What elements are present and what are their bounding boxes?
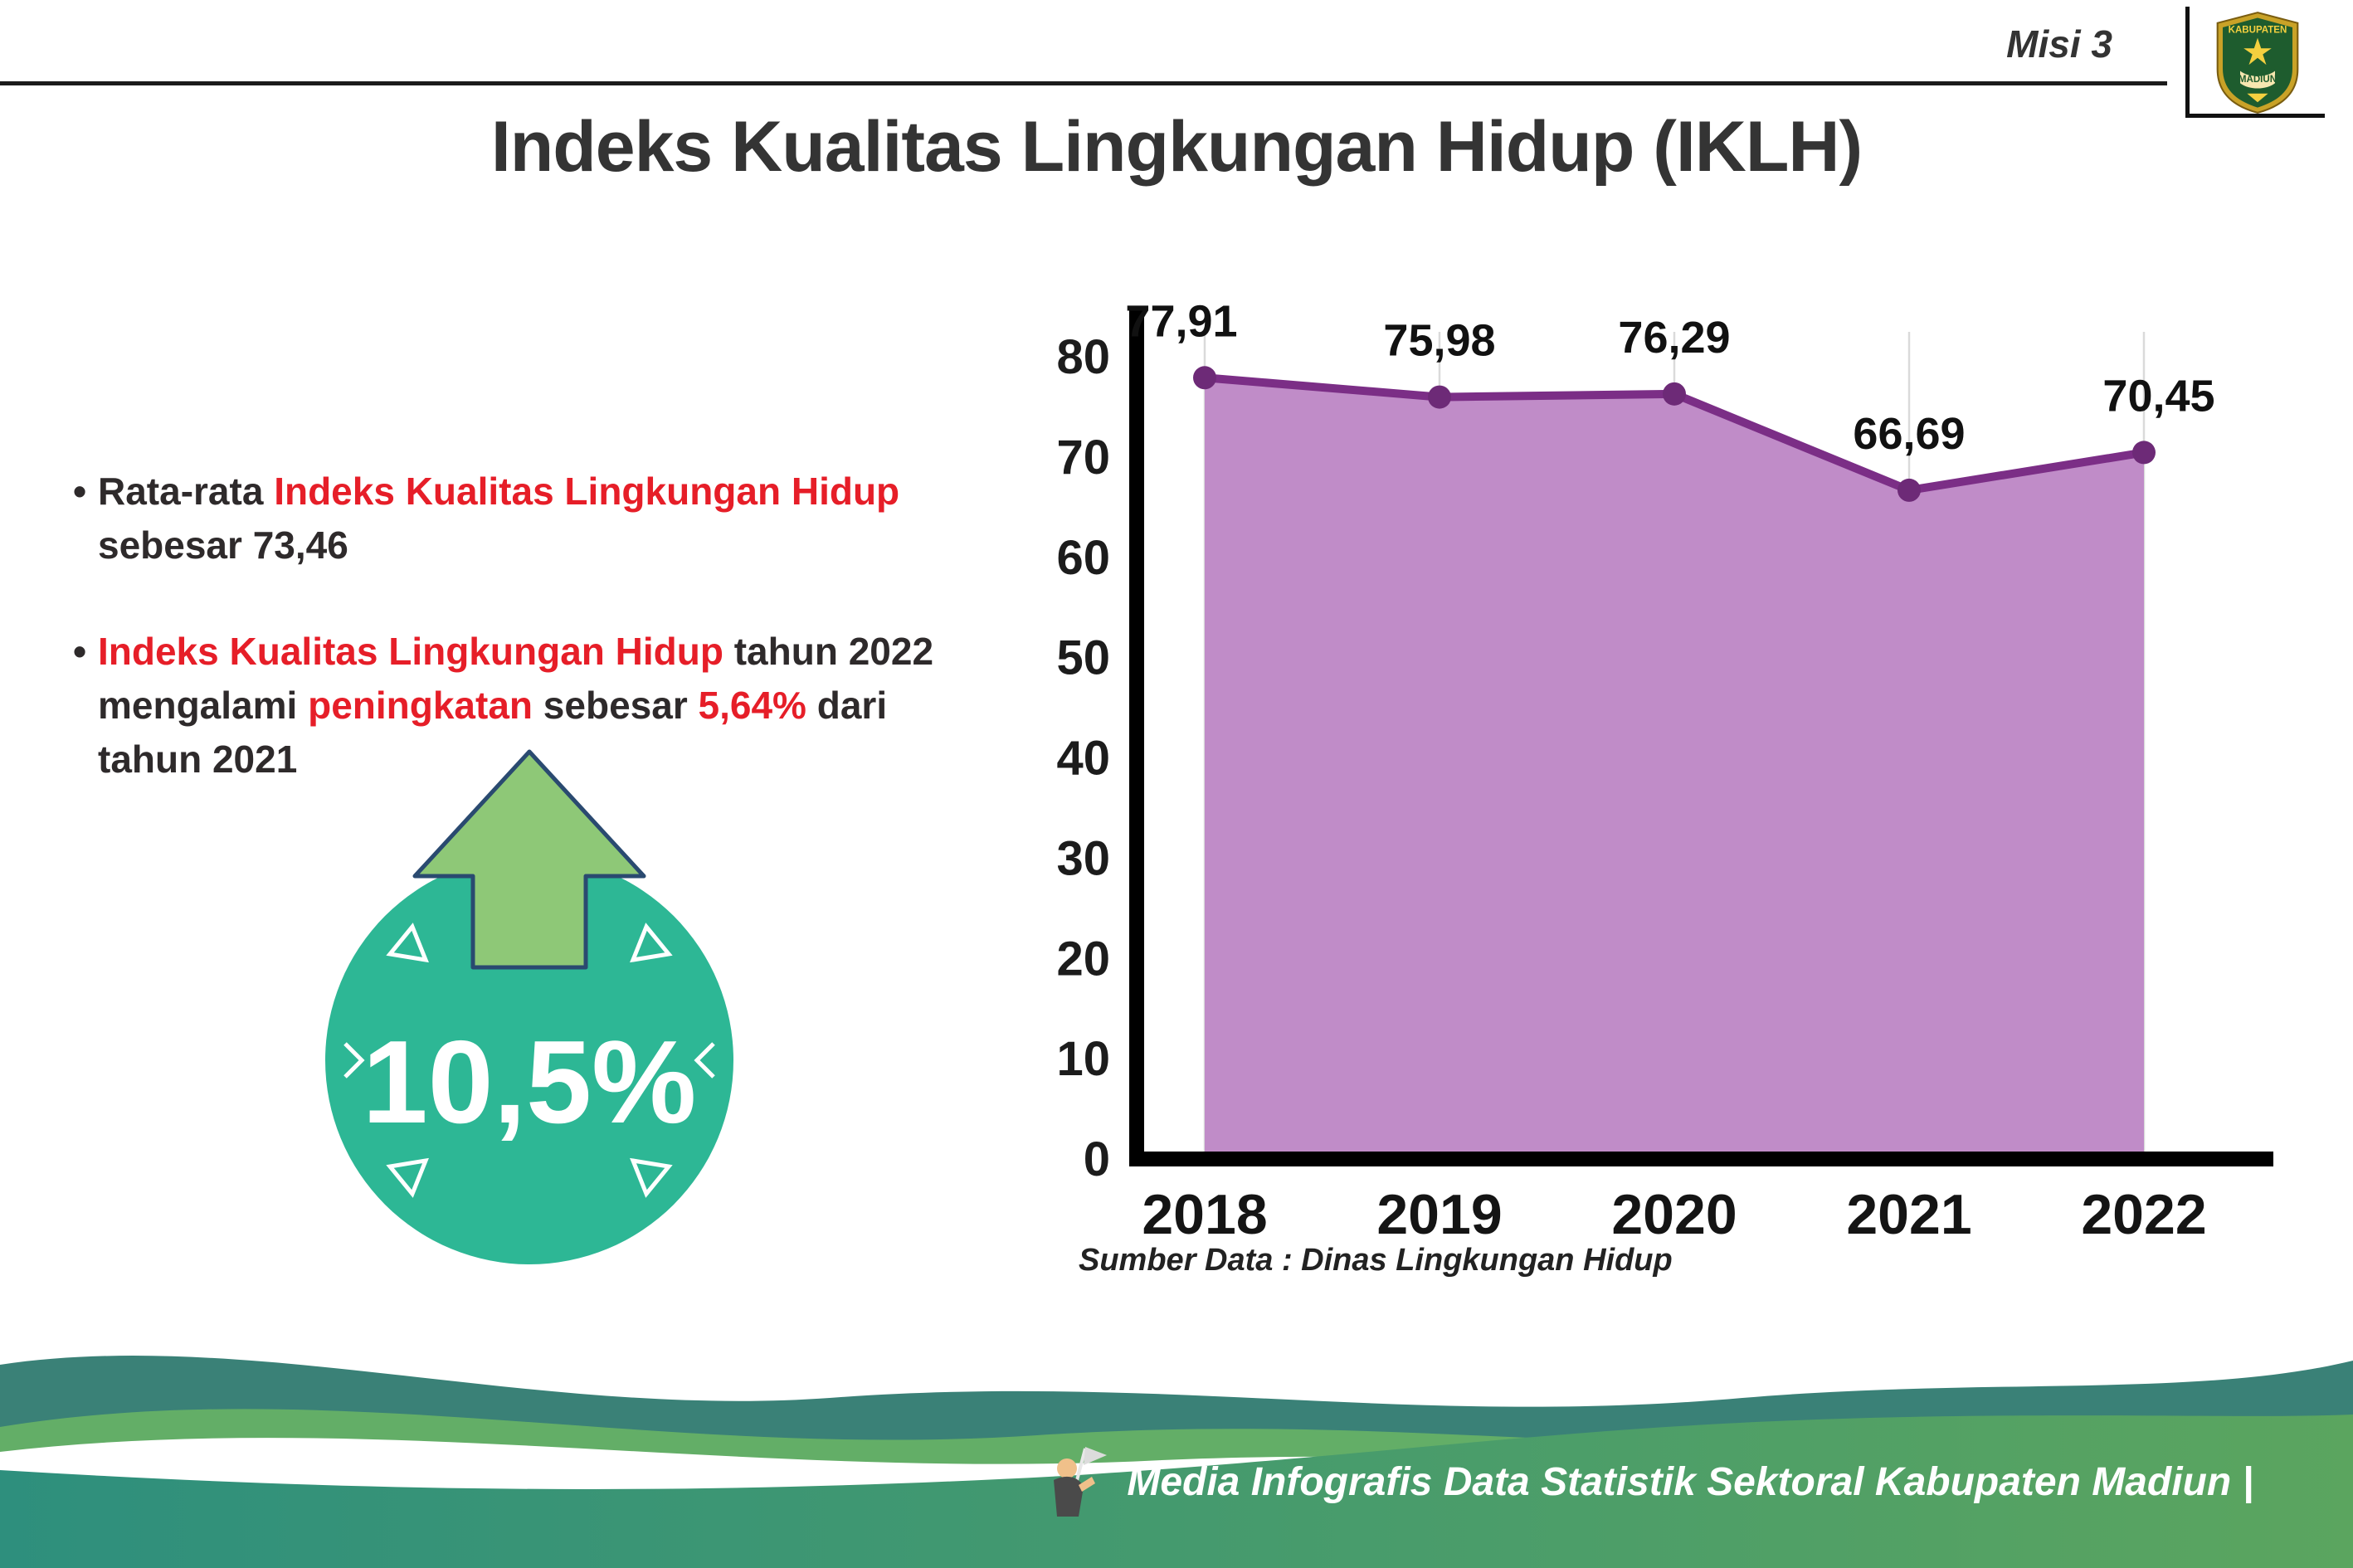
bullet-text-segment: 5,64% xyxy=(698,683,806,727)
y-tick-label: 30 xyxy=(1056,831,1110,885)
x-tick-label: 2022 xyxy=(2081,1183,2206,1246)
increase-badge: 10,5% xyxy=(325,749,733,1264)
point-value-label: 75,98 xyxy=(1383,316,1495,366)
badge-tick-e xyxy=(694,1042,715,1079)
x-tick-label: 2020 xyxy=(1611,1183,1737,1246)
bullet-item: Rata-rata Indeks Kualitas Lingkungan Hid… xyxy=(73,465,969,573)
point-value-label: 66,69 xyxy=(1853,409,1965,459)
badge-tick-nw xyxy=(386,923,429,963)
y-tick-label: 10 xyxy=(1056,1032,1110,1086)
data-source-label: Sumber Data : Dinas Lingkungan Hidup xyxy=(1079,1243,1673,1278)
x-tick-label: 2021 xyxy=(1846,1183,1971,1246)
y-tick-label: 70 xyxy=(1056,431,1110,485)
bullet-text-segment: sebesar 73,46 xyxy=(98,523,348,567)
logo-bottom-text: MADIUN xyxy=(2238,75,2276,85)
y-tick-label: 50 xyxy=(1056,631,1110,685)
badge-tick-se xyxy=(630,1157,673,1198)
arrow-up-icon xyxy=(412,749,646,970)
kabupaten-madiun-logo: KABUPATEN MADIUN xyxy=(2185,7,2325,118)
point-value-label: 76,29 xyxy=(1618,313,1730,363)
bullet-text-segment: Rata-rata xyxy=(98,470,275,513)
badge-tick-ne xyxy=(630,923,673,963)
data-point xyxy=(1428,385,1451,409)
footer-credit: Media Infografis Data Statistik Sektoral… xyxy=(1042,1444,2253,1520)
logo-top-text: KABUPATEN xyxy=(2228,25,2287,35)
point-value-label: 77,91 xyxy=(1125,296,1237,346)
badge-tick-w xyxy=(343,1042,365,1079)
footer-waves xyxy=(0,1356,2353,1568)
badge-circle xyxy=(325,856,733,1264)
badge-tick-sw xyxy=(386,1157,429,1198)
x-tick-label: 2019 xyxy=(1376,1183,1502,1246)
point-value-label: 70,45 xyxy=(2102,371,2214,421)
y-tick-label: 0 xyxy=(1084,1132,1110,1186)
data-point xyxy=(1193,366,1216,390)
bullet-text-segment: Indeks Kualitas Lingkungan Hidup xyxy=(274,470,900,513)
area-fill xyxy=(1205,377,2144,1159)
bullet-text-segment: Indeks Kualitas Lingkungan Hidup xyxy=(98,629,723,673)
y-tick-label: 60 xyxy=(1056,531,1110,585)
mascot-icon xyxy=(1054,1447,1108,1517)
shield-icon: KABUPATEN MADIUN xyxy=(2216,12,2298,114)
header-divider xyxy=(0,81,2167,85)
data-point xyxy=(1898,478,1921,502)
badge-value: 10,5% xyxy=(363,1016,697,1148)
iklh-area-chart: 0 10 20 30 40 50 60 70 80 2018 2019 2020 2021 2022 77,… xyxy=(1056,296,2273,1246)
bullet-text-segment: sebesar xyxy=(533,683,699,727)
bullet-item: Indeks Kualitas Lingkungan Hidup tahun 2… xyxy=(73,625,969,787)
bullet-text-segment: dari tahun 2021 xyxy=(98,683,888,782)
y-tick-label: 20 xyxy=(1056,932,1110,986)
x-tick-label: 2018 xyxy=(1142,1183,1267,1246)
y-tick-label: 80 xyxy=(1056,330,1110,384)
data-point xyxy=(2132,441,2156,465)
bullet-text-segment: peningkatan xyxy=(308,683,533,727)
misi-label: Misi 3 xyxy=(2006,22,2112,66)
data-point xyxy=(1663,382,1686,406)
key-points-list: Rata-rata Indeks Kualitas Lingkungan Hid… xyxy=(73,465,969,839)
footer-credit-text: Media Infografis Data Statistik Sektoral… xyxy=(1127,1459,2253,1504)
bullet-text-segment: tahun 2022 mengalami xyxy=(98,629,934,727)
page-title: Indeks Kualitas Lingkungan Hidup (IKLH) xyxy=(490,107,1863,187)
y-tick-label: 40 xyxy=(1056,732,1110,786)
